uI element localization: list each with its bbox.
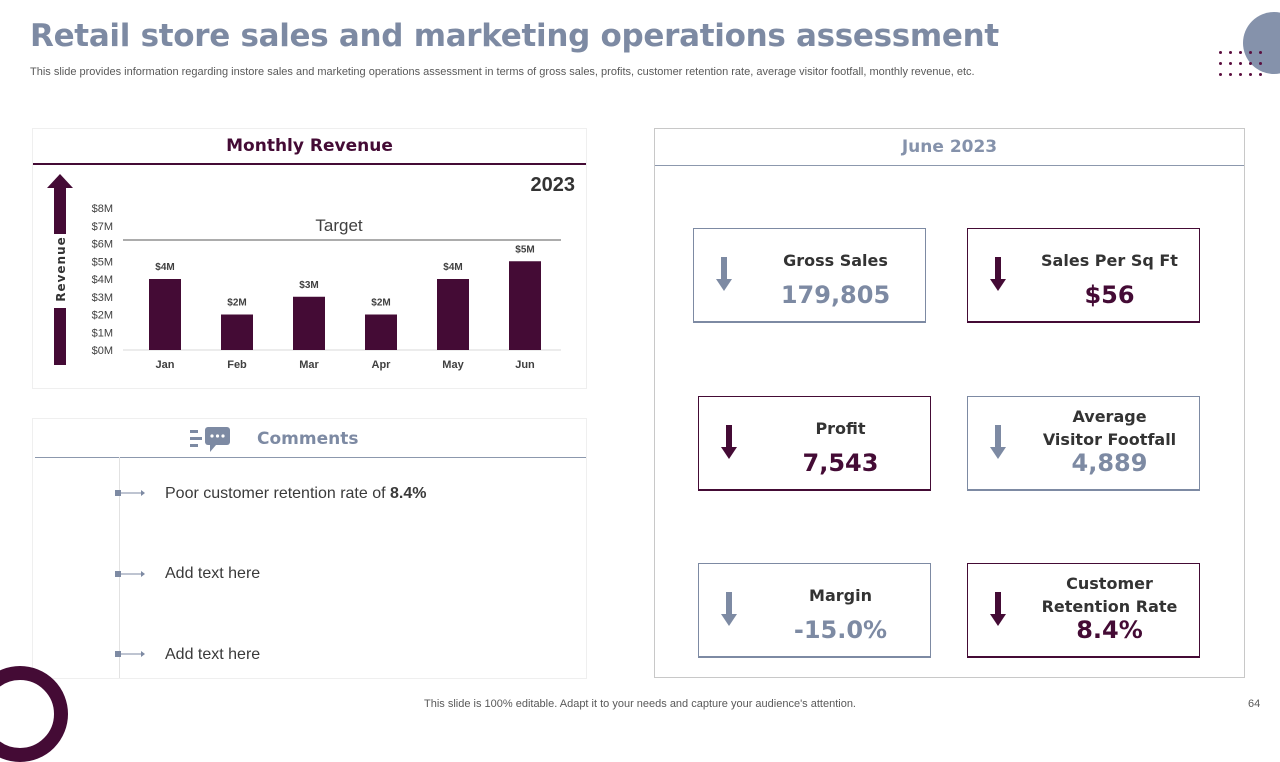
decorative-dot-grid — [1219, 51, 1262, 79]
revenue-axis-label: Revenue — [54, 236, 68, 302]
arrow-down-icon — [716, 257, 732, 291]
arrow-down-icon — [990, 425, 1006, 459]
y-tick-label: $5M — [92, 256, 113, 268]
kpi-label-line-2: Retention Rate — [1041, 597, 1178, 616]
bar-data-label: $4M — [443, 262, 462, 273]
comment-item-2-text: Add text here — [165, 565, 261, 582]
bar-data-label: $5M — [515, 244, 534, 255]
comments-chat-icon — [190, 427, 230, 452]
comments-header: Comments — [35, 419, 586, 458]
bar-feb — [221, 314, 253, 350]
bullet-arrow-icon — [115, 651, 145, 657]
comment-item-1-text: Poor customer retention rate of — [165, 485, 390, 502]
x-tick-label: Jan — [156, 359, 175, 371]
bar-data-label: $4M — [155, 262, 174, 273]
decorative-ring — [0, 666, 68, 762]
kpi-panel-title: June 2023 — [655, 129, 1244, 166]
x-tick-label: Mar — [299, 359, 319, 371]
kpi-label-line-2: Visitor Footfall — [1042, 430, 1177, 449]
bar-jan — [149, 279, 181, 350]
bar-data-label: $2M — [371, 298, 390, 309]
monthly-revenue-chart: Revenue 2023 $0M $1M $2M $3M $4M $5M $6M $7M $8M… — [47, 174, 576, 371]
kpi-card-gross-sales: Gross Sales 179,805 — [693, 228, 926, 323]
kpi-card-average-visitor-footfall: Average Visitor Footfall 4,889 — [967, 396, 1200, 491]
arrow-down-icon — [990, 592, 1006, 626]
page-number: 64 — [1248, 698, 1261, 710]
kpi-card-customer-retention-rate: Customer Retention Rate 8.4% — [967, 563, 1200, 658]
revenue-axis-arrow-icon — [47, 174, 73, 365]
comment-item-3: Add text here — [165, 646, 260, 664]
comment-item-1-highlight: 8.4% — [390, 485, 427, 502]
kpi-value: 179,805 — [780, 281, 891, 309]
kpi-value: 4,889 — [1071, 449, 1148, 477]
y-tick-label: $6M — [92, 239, 113, 251]
kpi-panel: June 2023 Gross Sales 179,805 Sales Per … — [654, 128, 1245, 678]
arrow-down-icon — [721, 592, 737, 626]
chart-year-label: 2023 — [531, 174, 576, 196]
x-tick-label: May — [442, 359, 464, 371]
kpi-label: Customer Retention Rate — [1020, 572, 1199, 618]
kpi-label: Sales Per Sq Ft — [1041, 251, 1178, 270]
comment-item-1: Poor customer retention rate of 8.4% — [165, 485, 426, 503]
kpi-value: 7,543 — [802, 449, 879, 477]
monthly-revenue-panel: Monthly Revenue Revenue 2023 $0M $1M $2M $3… — [32, 128, 587, 389]
x-tick-label: Feb — [227, 359, 247, 371]
y-tick-label: $3M — [92, 292, 113, 304]
kpi-card-profit: Profit 7,543 — [698, 396, 931, 491]
target-label: Target — [315, 216, 363, 235]
kpi-value: $56 — [1084, 281, 1135, 309]
kpi-card-sales-per-sq-ft: Sales Per Sq Ft $56 — [967, 228, 1200, 323]
comments-timeline-line — [119, 457, 120, 678]
y-tick-label: $2M — [92, 310, 113, 322]
y-tick-label: $0M — [92, 345, 113, 357]
bar-may — [437, 279, 469, 350]
slide-title: Retail store sales and marketing operati… — [30, 18, 999, 54]
comment-item-3-text: Add text here — [165, 646, 261, 663]
bar-data-label: $2M — [227, 298, 246, 309]
bullet-arrow-icon — [115, 490, 145, 496]
arrow-down-icon — [721, 425, 737, 459]
kpi-value: -15.0% — [793, 616, 888, 644]
footer-note: This slide is 100% editable. Adapt it to… — [424, 698, 856, 710]
bar-jun — [509, 261, 541, 350]
x-tick-label: Jun — [515, 359, 535, 371]
kpi-label: Margin — [809, 586, 872, 605]
arrow-down-icon — [990, 257, 1006, 291]
comment-item-2: Add text here — [165, 565, 260, 583]
bar-apr — [365, 314, 397, 350]
x-tick-label: Apr — [372, 359, 392, 371]
bar-data-label: $3M — [299, 280, 318, 291]
comments-panel: Comments Poor customer retention rate of… — [32, 418, 587, 679]
kpi-card-margin: Margin -15.0% — [698, 563, 931, 658]
kpi-label-line-1: Customer — [1066, 574, 1153, 593]
y-tick-label: $8M — [92, 203, 113, 215]
kpi-label-line-1: Average — [1072, 407, 1147, 426]
slide-subtitle: This slide provides information regardin… — [30, 66, 975, 78]
kpi-value: 8.4% — [1076, 616, 1143, 644]
monthly-revenue-title: Monthly Revenue — [33, 129, 586, 165]
bar-mar — [293, 296, 325, 350]
comments-title: Comments — [257, 429, 359, 449]
y-tick-label: $1M — [92, 327, 113, 339]
kpi-label: Profit — [815, 419, 866, 438]
bullet-arrow-icon — [115, 571, 145, 577]
y-tick-label: $7M — [92, 221, 113, 233]
kpi-label: Average Visitor Footfall — [1020, 405, 1199, 451]
kpi-label: Gross Sales — [783, 251, 888, 270]
y-tick-label: $4M — [92, 274, 113, 286]
